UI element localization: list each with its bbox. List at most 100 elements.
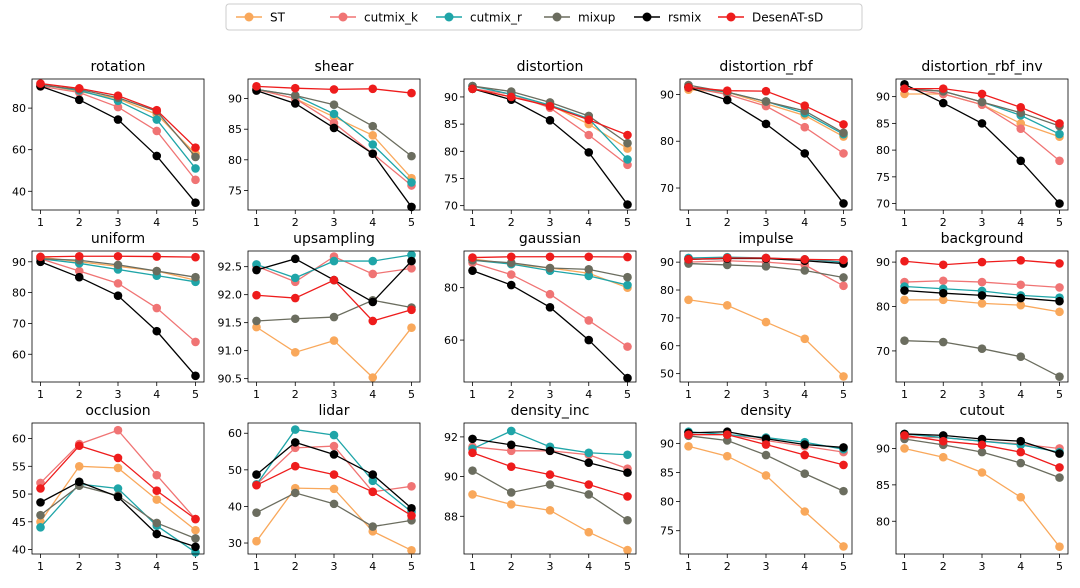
y-tick-label: 85 [876,479,890,492]
series-rsmix [684,83,848,208]
legend-label: cutmix_k [364,11,418,25]
panel-title: impulse [738,231,793,247]
data-point [977,97,987,107]
data-point [152,518,162,528]
data-point [900,444,909,453]
data-point [1016,280,1026,290]
y-tick-label: 80 [444,282,458,295]
data-point [977,440,987,450]
data-point [506,426,516,436]
y-tick-label: 75 [660,525,674,538]
x-tick-label: 3 [763,216,770,229]
axes-frame [463,250,637,383]
data-point [368,149,378,158]
data-point [623,373,632,383]
data-point [468,266,477,275]
x-tick-label: 4 [369,216,376,229]
data-point [684,295,693,305]
y-tick-label: 90 [444,91,458,104]
x-tick-label: 5 [840,216,847,229]
data-point [938,436,948,446]
data-point [74,95,84,105]
x-tick-label: 4 [1017,560,1024,573]
data-point [290,83,300,93]
data-point [329,430,339,440]
data-point [839,128,848,138]
data-point [938,98,948,108]
data-point [1055,542,1064,552]
data-point [839,486,848,496]
y-tick-label: 55 [12,460,26,473]
axes-frame [247,250,421,383]
data-point [839,120,848,129]
data-point [1016,156,1026,166]
series-st [36,461,200,535]
data-point [584,480,594,489]
data-point [623,545,632,555]
legend-label: cutmix_r [470,11,522,25]
axes-frame [247,422,421,555]
data-point [800,149,810,158]
data-point [584,148,594,157]
x-tick-label: 4 [585,388,592,401]
data-point [368,476,378,486]
data-point [368,316,378,326]
y-tick-label: 45 [12,516,26,529]
data-point [113,251,123,261]
data-point [506,92,516,102]
data-point [761,253,771,263]
data-point [545,101,555,111]
data-point [329,109,339,119]
y-tick-label: 80 [444,145,458,158]
series-line [472,270,628,379]
series-desenat-sd [900,84,1064,128]
data-point [977,299,987,308]
data-point [152,495,162,504]
axes-frame [247,78,421,211]
data-point [761,97,771,106]
series-st [252,85,416,183]
data-point [368,121,378,131]
series-mixup [468,255,632,282]
x-tick-label: 3 [547,560,554,573]
data-point [584,271,594,281]
y-tick-label: 70 [660,182,674,195]
x-tick-label: 3 [115,388,122,401]
data-point [545,506,555,515]
data-point [1016,352,1026,361]
data-point [584,252,594,262]
data-point [761,262,771,271]
data-point [191,337,200,347]
data-point [1055,129,1064,139]
axes-frame [895,250,1069,383]
data-point [252,265,261,275]
axes-frame [895,78,1069,211]
data-point [938,84,948,93]
data-point [584,490,594,499]
series-mixup [252,488,416,531]
data-point [152,529,162,539]
data-point [329,275,339,285]
y-tick-label: 85 [228,123,242,136]
data-point [290,273,300,283]
data-point [36,79,45,88]
data-point [1016,492,1026,502]
x-tick-label: 3 [115,560,122,573]
data-point [368,140,378,149]
data-point [839,281,848,291]
data-point [623,252,632,262]
data-point [938,295,948,305]
data-point [506,488,516,497]
data-point [761,440,771,449]
data-point [368,373,378,382]
x-tick-label: 5 [1056,560,1063,573]
data-point [407,256,416,266]
panel-rotation: rotation 40 60 80 1 2 3 4 5 [12,59,205,229]
data-point [684,441,693,451]
data-point [1016,300,1026,310]
data-point [113,279,123,288]
y-tick-label: 70 [12,317,26,330]
x-tick-label: 5 [840,388,847,401]
series-line [904,447,1061,548]
x-tick-label: 2 [292,216,299,229]
